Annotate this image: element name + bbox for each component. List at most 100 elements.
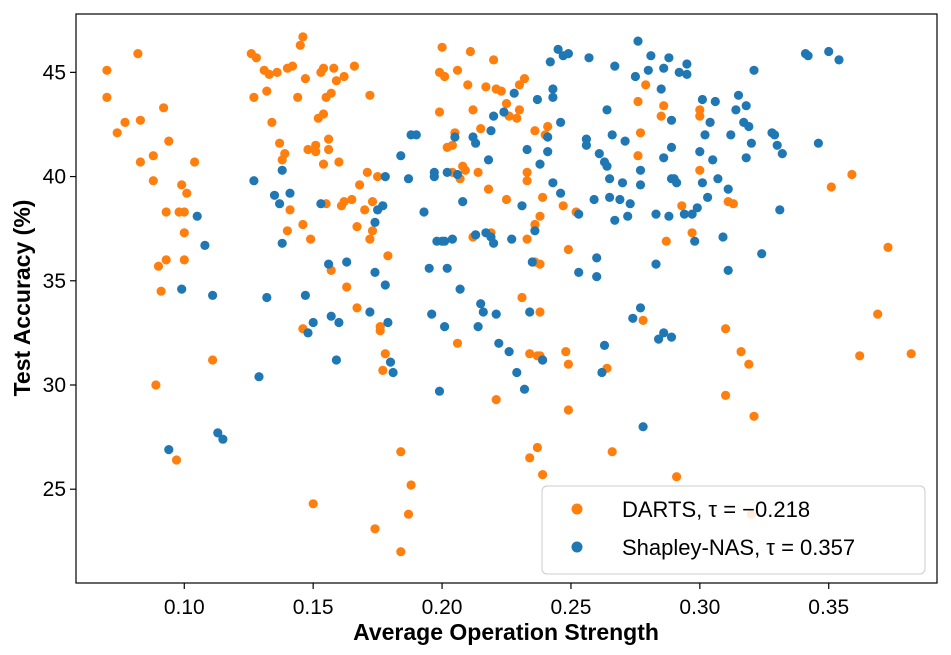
- scatter-point: [494, 338, 504, 348]
- x-tick-label: 0.35: [808, 596, 849, 619]
- scatter-point: [635, 303, 646, 313]
- scatter-point: [135, 115, 145, 125]
- scatter-point: [656, 84, 666, 94]
- scatter-point: [519, 74, 530, 84]
- scatter-point: [522, 167, 532, 177]
- scatter-point: [326, 88, 336, 98]
- scatter-point: [383, 317, 393, 328]
- scatter-point: [728, 199, 739, 209]
- scatter-point: [133, 49, 143, 59]
- scatter-point: [331, 355, 341, 365]
- scatter-point: [373, 172, 383, 182]
- scatter-point: [563, 49, 574, 59]
- scatter-point: [646, 51, 656, 61]
- scatter-point: [610, 61, 620, 71]
- scatter-point: [318, 109, 329, 119]
- scatter-point: [267, 117, 277, 127]
- scatter-point: [208, 290, 218, 300]
- scatter-point: [522, 144, 532, 155]
- scatter-point: [592, 253, 602, 263]
- scatter-point: [159, 103, 169, 113]
- scatter-point: [465, 46, 475, 57]
- scatter-point: [705, 117, 715, 127]
- y-axis: 25 30 35 40 45: [43, 61, 76, 501]
- scatter-point: [723, 265, 733, 275]
- scatter-point: [548, 84, 558, 94]
- scatter-point: [682, 59, 692, 69]
- scatter-point: [770, 130, 780, 140]
- scatter-point: [342, 257, 352, 267]
- scatter-point: [697, 94, 708, 105]
- scatter-point: [164, 445, 174, 455]
- scatter-point: [499, 107, 509, 117]
- scatter-point: [102, 92, 112, 102]
- scatter-point: [607, 447, 617, 457]
- scatter-point: [666, 332, 677, 342]
- scatter-point: [512, 367, 522, 378]
- legend-label-darts: DARTS, τ = −0.218: [622, 497, 810, 522]
- scatter-point: [365, 90, 375, 100]
- y-tick-label: 25: [43, 478, 66, 501]
- scatter-point: [610, 215, 620, 225]
- scatter-point: [708, 155, 718, 165]
- scatter-point: [380, 172, 390, 182]
- scatter-point: [478, 307, 488, 317]
- scatter-point: [514, 105, 525, 115]
- scatter-point: [192, 211, 202, 221]
- x-tick-label: 0.25: [551, 596, 592, 619]
- scatter-point: [543, 147, 553, 157]
- scatter-point: [112, 128, 122, 138]
- scatter-point: [538, 192, 548, 202]
- scatter-point: [483, 184, 494, 194]
- scatter-point: [741, 153, 751, 163]
- scatter-point: [171, 455, 182, 465]
- scatter-point: [280, 149, 290, 159]
- scatter-point: [514, 80, 525, 90]
- scatter-point: [538, 355, 548, 365]
- y-tick-label: 30: [43, 374, 66, 397]
- scatter-point: [483, 155, 494, 165]
- scatter-point: [721, 390, 731, 400]
- scatter-point: [164, 136, 174, 146]
- x-tick-label: 0.30: [679, 596, 720, 619]
- scatter-point: [556, 117, 566, 127]
- scatter-point: [295, 40, 305, 50]
- scatter-point: [463, 80, 473, 90]
- scatter-point: [318, 159, 329, 169]
- scatter-point: [370, 217, 380, 227]
- scatter-point: [450, 132, 460, 142]
- scatter-point: [584, 53, 594, 63]
- scatter-point: [659, 63, 669, 73]
- scatter-point: [251, 53, 261, 63]
- scatter-point: [635, 180, 646, 190]
- scatter-point: [473, 167, 483, 177]
- scatter-point: [592, 272, 602, 282]
- scatter-point: [362, 167, 372, 177]
- scatter-point: [473, 322, 483, 332]
- scatter-point: [635, 165, 646, 175]
- scatter-point: [455, 284, 465, 294]
- scatter-point: [262, 86, 272, 96]
- scatter-point: [135, 157, 145, 167]
- scatter-point: [628, 313, 638, 323]
- scatter-point: [156, 286, 166, 296]
- scatter-point: [471, 230, 481, 240]
- scatter-point: [695, 105, 705, 115]
- scatter-point: [532, 442, 543, 453]
- scatter-point: [468, 105, 478, 115]
- scatter-point: [543, 121, 553, 132]
- scatter-point: [700, 130, 710, 140]
- scatter-point: [563, 359, 574, 369]
- scatter-point: [543, 132, 553, 142]
- scatter-point: [710, 96, 720, 107]
- scatter-point: [530, 219, 540, 230]
- scatter-point: [264, 69, 274, 79]
- scatter-point: [834, 55, 844, 65]
- y-tick-label: 35: [43, 270, 66, 293]
- scatter-point: [661, 236, 671, 246]
- scatter-point: [378, 365, 388, 375]
- scatter-point: [334, 317, 344, 328]
- x-axis-label: Average Operation Strength: [353, 619, 659, 645]
- scatter-point: [597, 367, 607, 378]
- scatter-point: [855, 351, 865, 361]
